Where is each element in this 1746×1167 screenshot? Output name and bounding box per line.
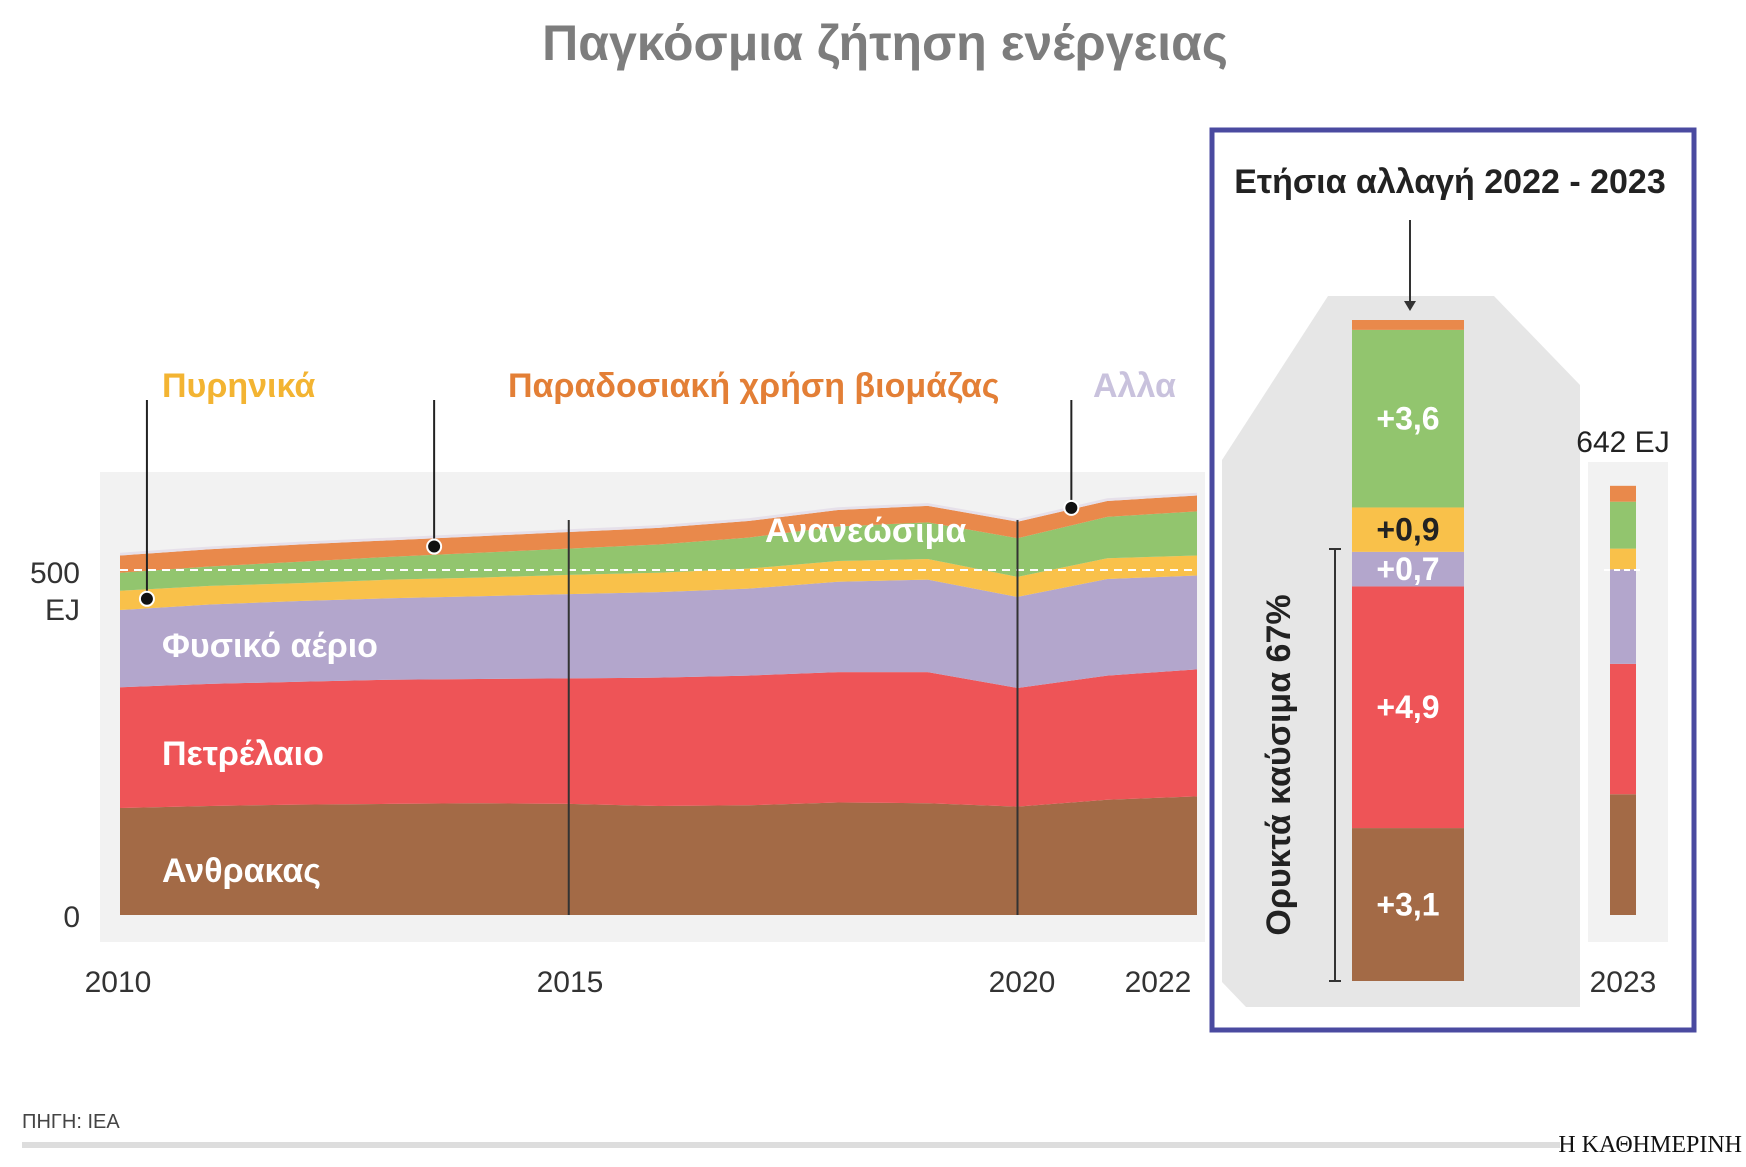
- area-biomass: [120, 495, 1197, 573]
- leader-dot-biomass: [426, 538, 443, 555]
- publisher-logo: Η ΚΑΘΗΜΕΡΙΝΗ: [1558, 1132, 1742, 1158]
- series-label-other: Αλλα: [1093, 367, 1176, 405]
- total-2023-label: 642 EJ: [1576, 426, 1669, 459]
- change-value-label-nuclear: +0,9: [1376, 512, 1439, 548]
- x-tick-label-2022: 2022: [1125, 966, 1192, 999]
- bar-2023-biomass: [1610, 485, 1636, 502]
- change-value-label-coal: +3,1: [1376, 887, 1439, 923]
- area-nuclear: [120, 555, 1197, 611]
- y-tick-label-0: 0: [63, 901, 80, 934]
- source-note: ΠΗΓΗ: IEA: [22, 1111, 120, 1133]
- bar-2023-renewables: [1610, 501, 1636, 549]
- change-bar-biomass: [1352, 320, 1464, 330]
- leader-dot-nuclear: [138, 590, 155, 607]
- y-axis-unit: EJ: [45, 594, 80, 627]
- series-label-renewables: Ανανεώσιμα: [765, 512, 966, 550]
- x-tick-label-2010: 2010: [85, 966, 152, 999]
- bar-2023-oil: [1610, 663, 1636, 795]
- area-gas: [120, 575, 1197, 688]
- chart-title: Παγκόσμια ζήτηση ενέργειας: [542, 15, 1228, 71]
- annual-change-arrowhead: [1404, 301, 1416, 311]
- change-bar-coal: [1352, 828, 1464, 981]
- change-bar-nuclear: [1352, 507, 1464, 552]
- x-tick-label-2015: 2015: [537, 966, 604, 999]
- change-value-label-renewables: +3,6: [1376, 401, 1439, 437]
- leader-dot-other: [1063, 499, 1080, 516]
- chart-annotations: [120, 400, 1197, 915]
- series-label-coal: Ανθρακας: [162, 852, 321, 890]
- change-bar-renewables: [1352, 329, 1464, 508]
- x-tick-label-2020: 2020: [989, 966, 1056, 999]
- x-tick-label-2023: 2023: [1590, 966, 1657, 999]
- series-label-gas: Φυσικό αέριο: [162, 627, 378, 665]
- fossil-share-label: Ορυκτά καύσιμα 67%: [1260, 594, 1298, 935]
- bar-2023-gas: [1610, 569, 1636, 664]
- bar-2023-stack: [1604, 485, 1642, 915]
- area-oil: [120, 669, 1197, 809]
- bar-2023-coal: [1610, 794, 1636, 915]
- area-coal: [120, 796, 1197, 915]
- series-label-oil: Πετρέλαιο: [162, 735, 324, 773]
- change-value-label-gas: +0,7: [1376, 551, 1439, 587]
- change-bar-oil: [1352, 586, 1464, 829]
- change-bar-gas: [1352, 551, 1464, 587]
- area-other: [120, 492, 1197, 556]
- series-label-biomass: Παραδοσιακή χρήση βιομάζας: [508, 367, 999, 405]
- annual-change-title: Ετήσια αλλαγή 2022 - 2023: [1234, 163, 1666, 201]
- bar-2023-nuclear: [1610, 548, 1636, 570]
- annual-change-bars: +3,1 +4,9 +0,7+0,9 +3,6: [1352, 320, 1464, 981]
- y-tick-label-500: 500: [30, 557, 80, 590]
- series-label-nuclear: Πυρηνικά: [162, 367, 315, 405]
- change-value-label-oil: +4,9: [1376, 689, 1439, 725]
